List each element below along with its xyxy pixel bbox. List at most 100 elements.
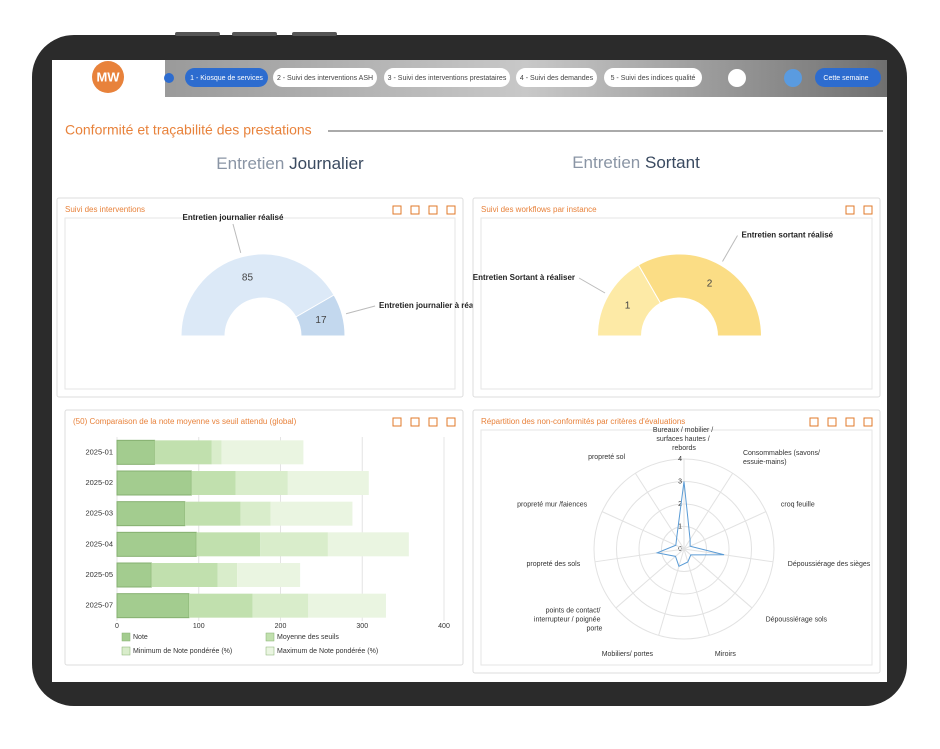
slice-label: Entretien journalier réalisé — [183, 213, 284, 222]
legend-swatch[interactable] — [121, 646, 131, 656]
legend-label: Moyenne des seuils — [277, 634, 339, 641]
bar-segment — [116, 593, 190, 619]
x-tick-label: 300 — [356, 623, 368, 630]
bar-segment — [240, 501, 271, 526]
dropdown-button[interactable] — [728, 69, 746, 87]
category-label: croq feuille — [781, 502, 815, 509]
radar-line — [655, 481, 725, 567]
y-tick-label: 2025-03 — [85, 509, 113, 518]
menu-button[interactable] — [164, 73, 174, 83]
r-tick-label: 1 — [678, 523, 682, 530]
cart-button[interactable] — [784, 69, 802, 87]
tab-prefix: Entretien — [216, 154, 284, 173]
slice-label: Entretien sortant réalisé — [742, 231, 834, 240]
panel-icon[interactable] — [863, 205, 873, 215]
panel-icon[interactable] — [809, 417, 819, 427]
button — [292, 32, 337, 36]
bar-segment — [188, 593, 253, 618]
spoke — [683, 473, 734, 550]
legend-swatch[interactable] — [265, 632, 275, 642]
bar-segment — [116, 531, 197, 557]
panel-icon[interactable] — [446, 417, 456, 427]
panel-icon[interactable] — [827, 417, 837, 427]
category-label: points de contact/ interrupteur / poigné… — [534, 608, 603, 633]
panel-icon[interactable] — [428, 417, 438, 427]
period-button[interactable] — [815, 68, 881, 87]
panel-icon[interactable] — [863, 417, 873, 427]
logo — [92, 61, 124, 93]
category-label: propreté des sols — [527, 561, 581, 568]
r-tick-label: 2 — [678, 501, 682, 508]
donut-slice — [637, 253, 763, 337]
legend-swatch[interactable] — [265, 646, 275, 656]
legend-label: Maximum de Note pondérée (%) — [277, 648, 378, 655]
panel-icon[interactable] — [392, 205, 402, 215]
donut-slice — [180, 253, 335, 337]
bar-segment — [116, 439, 156, 465]
spoke — [615, 548, 685, 609]
panel-icon[interactable] — [845, 417, 855, 427]
panel-icon[interactable] — [410, 205, 420, 215]
panel-icon[interactable] — [392, 417, 402, 427]
legend-swatch[interactable] — [121, 632, 131, 642]
nav: 1 - Kiosque de services 2 - Suivi des int… — [185, 68, 702, 87]
bar-segment — [116, 562, 152, 588]
panel-icon[interactable] — [446, 205, 456, 215]
plot-frame — [480, 217, 873, 390]
bar-segment — [237, 563, 301, 587]
panel-icon[interactable] — [845, 205, 855, 215]
nav-label: 5 - Suivi des indices qualité — [611, 75, 696, 82]
button — [175, 32, 220, 36]
tab-name: Sortant — [645, 153, 700, 172]
page-title: Conformité et traçabilité des prestation… — [65, 122, 312, 138]
tab-prefix: Entretien — [572, 153, 640, 172]
category-label: Mobiliers/ portes — [602, 651, 654, 658]
nav-label: 1 - Kiosque de services — [190, 75, 263, 82]
panel-title: Suivi des interventions — [65, 205, 145, 214]
bar-segment — [217, 563, 238, 587]
value-label: 2 — [707, 279, 713, 290]
spoke — [634, 473, 685, 550]
nav-label: 3 - Suivi des interventions prestataires — [388, 75, 507, 82]
spoke — [683, 548, 774, 563]
leader-line — [722, 235, 738, 262]
bar-segment — [116, 470, 192, 496]
bar-segment — [327, 532, 409, 557]
nav-tab[interactable] — [185, 68, 268, 87]
x-tick-label: 100 — [193, 623, 205, 630]
category-label: propreté sol — [588, 454, 625, 461]
nav-tab[interactable] — [516, 68, 597, 87]
x-tick-label: 400 — [438, 623, 450, 630]
panel-icon[interactable] — [410, 417, 420, 427]
slice-label: Entretien journalier à réal... — [379, 301, 482, 310]
panel-title: (50) Comparaison de la note moyenne vs s… — [73, 417, 297, 426]
category-label: Dépoussiérage des sièges — [788, 561, 871, 568]
y-tick-label: 2025-05 — [85, 570, 113, 579]
bar-segment — [252, 593, 309, 618]
panel-title: Répartition des non-conformités par crit… — [481, 417, 685, 426]
legend-label: Note — [133, 634, 148, 641]
nav-tab[interactable] — [604, 68, 702, 87]
logo-text: MW — [96, 69, 120, 84]
value-label: 17 — [315, 315, 327, 326]
r-tick-label: 3 — [678, 478, 682, 485]
bar-segment — [211, 440, 222, 465]
category-label: Miroirs — [715, 651, 736, 658]
panel-icon[interactable] — [428, 205, 438, 215]
y-tick-label: 2025-02 — [85, 478, 113, 487]
tab-name: Journalier — [289, 154, 364, 173]
bar-segment — [287, 471, 369, 495]
tab[interactable]: Entretien Sortant — [572, 153, 700, 172]
plot-frame — [64, 217, 456, 390]
nav-tab[interactable] — [273, 68, 377, 87]
bar-segment — [196, 532, 261, 557]
leader-line — [578, 277, 606, 294]
bar-segment — [154, 440, 212, 465]
tab[interactable]: Entretien Journalier — [216, 154, 364, 173]
value-label: 1 — [625, 301, 631, 312]
nav-tab[interactable] — [384, 68, 510, 87]
bar-segment — [151, 563, 218, 587]
r-tick-label: 4 — [678, 456, 682, 463]
